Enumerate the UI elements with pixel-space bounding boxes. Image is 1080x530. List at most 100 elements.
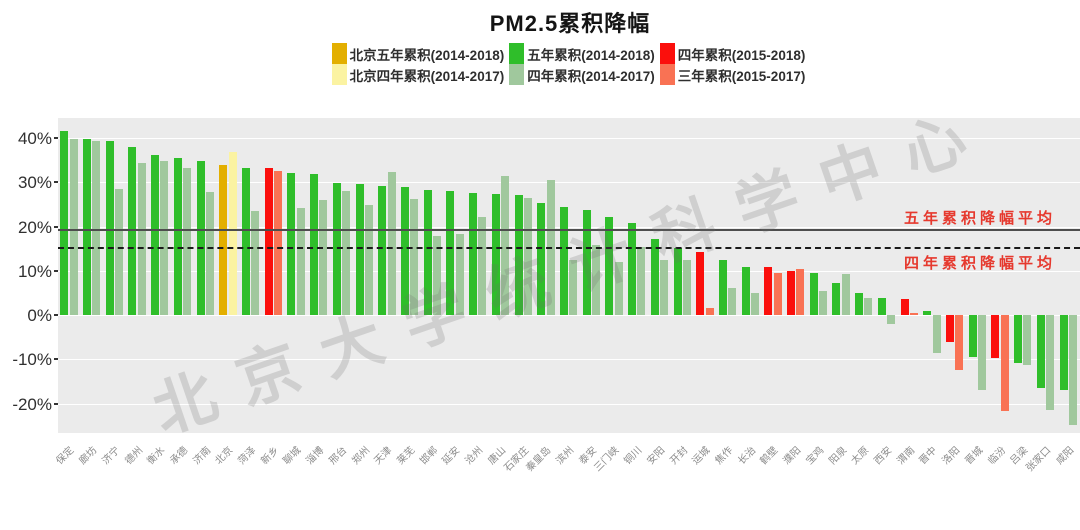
- legend-swatch-red: [659, 43, 675, 64]
- legend-label: 北京四年累积(2014-2017): [349, 68, 505, 84]
- x-tick-label-莱芜: 莱芜: [395, 445, 418, 467]
- bar-晋城-四年累积(2014-2017): [978, 315, 987, 390]
- x-tick-label-济南: 济南: [191, 445, 213, 467]
- refline-dashed: [58, 247, 1080, 250]
- gridline-0%: [58, 315, 1080, 316]
- legend-label: 四年累积(2014-2017): [527, 68, 655, 84]
- bar-铜川-四年累积(2014-2017): [637, 247, 646, 315]
- chart-legend: 北京五年累积(2014-2018) 五年累积(2014-2018) 四年累积(201…: [60, 43, 1080, 85]
- y-tick-label-20%: 20%: [17, 217, 52, 237]
- bar-濮阳-三年累积(2015-2017): [796, 268, 805, 315]
- bar-莱芜-四年累积(2014-2017): [410, 199, 419, 315]
- bar-莱芜-五年累积(2014-2018): [400, 186, 409, 315]
- bar-滨州-四年累积(2014-2017): [569, 260, 578, 315]
- y-tick-mark: [54, 225, 58, 228]
- bar-承德-四年累积(2014-2017): [183, 167, 192, 315]
- bar-廊坊-五年累积(2014-2018): [83, 138, 91, 315]
- bar-聊城-五年累积(2014-2018): [287, 172, 296, 315]
- x-tick-label-太原: 太原: [849, 445, 872, 467]
- bar-焦作-五年累积(2014-2018): [718, 260, 727, 315]
- x-tick-label-聊城: 聊城: [281, 445, 304, 467]
- bar-咸阳-四年累积(2014-2017): [1068, 315, 1077, 425]
- bar-太原-五年累积(2014-2018): [855, 292, 864, 315]
- x-tick-label-北京: 北京: [213, 445, 236, 467]
- bar-太原-四年累积(2014-2017): [864, 298, 873, 315]
- legend-item: 五年累积(2014-2018): [509, 43, 658, 64]
- bar-新乡-四年累积(2015-2018): [264, 167, 273, 315]
- y-tick-label--20%: -20%: [12, 394, 52, 414]
- bar-北京-北京四年累积(2014-2017): [228, 151, 237, 315]
- bar-吕梁-五年累积(2014-2018): [1014, 315, 1023, 364]
- x-tick-label-洛阳: 洛阳: [940, 445, 963, 467]
- x-tick-label-新乡: 新乡: [259, 445, 282, 467]
- bar-秦皇岛-五年累积(2014-2018): [537, 203, 546, 315]
- bar-沧州-五年累积(2014-2018): [469, 193, 478, 315]
- legend-item: 三年累积(2015-2017): [659, 64, 809, 85]
- bar-安阳-五年累积(2014-2018): [650, 239, 659, 315]
- bar-临汾-四年累积(2015-2018): [991, 315, 1000, 359]
- x-tick-label-德州: 德州: [122, 445, 145, 467]
- x-tick-label-宝鸡: 宝鸡: [804, 445, 827, 467]
- bar-唐山-四年累积(2014-2017): [501, 176, 510, 315]
- bar-石家庄-五年累积(2014-2018): [514, 195, 523, 315]
- refline-annotation-dashed: 四年累积降幅平均: [903, 255, 1056, 273]
- x-tick-label-天津: 天津: [372, 445, 395, 467]
- legend-swatch-pale_yellow: [331, 64, 347, 85]
- x-tick-label-衡水: 衡水: [145, 445, 168, 467]
- gridline-40%: [58, 138, 1080, 139]
- bar-沧州-四年累积(2014-2017): [478, 216, 487, 315]
- legend-swatch-green: [509, 43, 525, 64]
- y-tick-mark: [54, 358, 58, 361]
- gridline-30%: [58, 182, 1080, 184]
- x-tick-label-濮阳: 濮阳: [781, 445, 804, 467]
- bar-安阳-四年累积(2014-2017): [660, 260, 669, 315]
- bar-邢台-四年累积(2014-2017): [342, 191, 351, 315]
- chart-title: PM2.5累积降幅: [489, 11, 651, 36]
- bar-铜川-五年累积(2014-2018): [628, 222, 637, 315]
- legend-label: 三年累积(2015-2017): [677, 68, 806, 84]
- x-tick-label-安阳: 安阳: [645, 445, 668, 467]
- bar-濮阳-四年累积(2015-2018): [787, 270, 796, 315]
- x-tick-label-菏泽: 菏泽: [236, 445, 259, 467]
- x-tick-label-咸阳: 咸阳: [1054, 445, 1076, 467]
- bar-运城-四年累积(2015-2018): [696, 251, 705, 315]
- bar-德州-五年累积(2014-2018): [128, 146, 137, 315]
- legend-label: 五年累积(2014-2018): [527, 47, 655, 63]
- bar-衡水-五年累积(2014-2018): [151, 154, 160, 315]
- bar-保定-四年累积(2014-2017): [69, 138, 78, 315]
- bar-唐山-五年累积(2014-2018): [491, 194, 500, 315]
- x-tick-label-保定: 保定: [54, 445, 77, 467]
- x-tick-label-鹤壁: 鹤壁: [758, 445, 781, 467]
- bar-运城-三年累积(2015-2017): [705, 308, 714, 315]
- bar-临汾-三年累积(2015-2017): [1000, 315, 1009, 412]
- bar-北京-北京五年累积(2014-2018): [219, 164, 228, 315]
- bar-泰安-四年累积(2014-2017): [591, 245, 600, 315]
- gridline--10%: [58, 359, 1080, 361]
- x-tick-label-临汾: 临汾: [985, 445, 1008, 467]
- bar-济南-四年累积(2014-2017): [205, 191, 214, 315]
- bar-三门峡-四年累积(2014-2017): [614, 261, 623, 315]
- x-tick-label-铜川: 铜川: [622, 445, 645, 467]
- x-tick-label-邢台: 邢台: [327, 445, 350, 467]
- y-tick-label--10%: -10%: [12, 350, 52, 370]
- x-tick-label-秦皇岛: 秦皇岛: [524, 445, 554, 475]
- bar-张家口-五年累积(2014-2018): [1036, 315, 1045, 389]
- x-tick-label-三门峡: 三门峡: [592, 445, 622, 475]
- bar-晋中-四年累积(2014-2017): [932, 315, 941, 353]
- bar-洛阳-三年累积(2015-2017): [955, 315, 964, 370]
- bar-鹤壁-四年累积(2015-2018): [764, 266, 773, 315]
- bar-廊坊-四年累积(2014-2017): [92, 141, 101, 315]
- legend-item: 北京四年累积(2014-2017): [331, 64, 508, 85]
- legend-label: 北京五年累积(2014-2018): [349, 47, 505, 63]
- bar-菏泽-四年累积(2014-2017): [251, 211, 260, 315]
- bar-西安-五年累积(2014-2018): [877, 298, 886, 315]
- x-tick-label-沧州: 沧州: [463, 445, 486, 467]
- legend-swatch-salmon: [659, 64, 675, 85]
- bar-聊城-四年累积(2014-2017): [296, 208, 305, 315]
- x-tick-label-张家口: 张家口: [1024, 445, 1054, 475]
- x-tick-label-渭南: 渭南: [895, 445, 917, 467]
- bar-保定-五年累积(2014-2018): [60, 131, 69, 315]
- bar-延安-四年累积(2014-2017): [455, 234, 464, 315]
- bar-天津-五年累积(2014-2018): [378, 185, 387, 315]
- y-tick-mark: [54, 314, 58, 316]
